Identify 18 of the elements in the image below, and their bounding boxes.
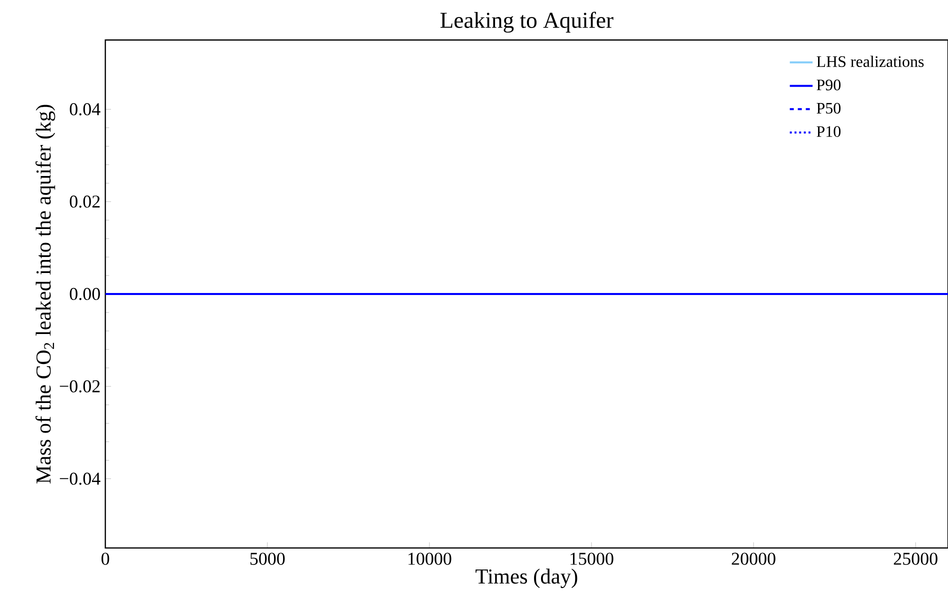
x-tick-label: 15000 [570,552,614,565]
legend-label: LHS realizations [816,56,924,68]
x-axis-title: Times (day) [476,568,578,588]
x-tick-label: 5000 [250,552,285,565]
y-tick-label: 0.04 [70,103,100,116]
legend-label: P50 [816,102,841,114]
legend-label: P10 [816,126,841,137]
y-tick-label: 0.02 [70,196,100,208]
x-tick-label: 20000 [732,552,776,565]
legend-label: P90 [816,80,841,90]
x-tick-label: 0 [102,552,110,565]
x-tick-label: 10000 [408,552,452,565]
y-tick-label: 0.00 [70,288,100,300]
y-tick-label: −0.04 [60,472,100,485]
y-tick-label: −0.02 [60,380,100,392]
x-tick-label: 25000 [894,552,938,565]
chart-title: Leaking to Aquifer [440,12,614,33]
y-axis-title: Mass of the CO$_{2}$ leaked into the aquifer (kg) [36,104,56,484]
